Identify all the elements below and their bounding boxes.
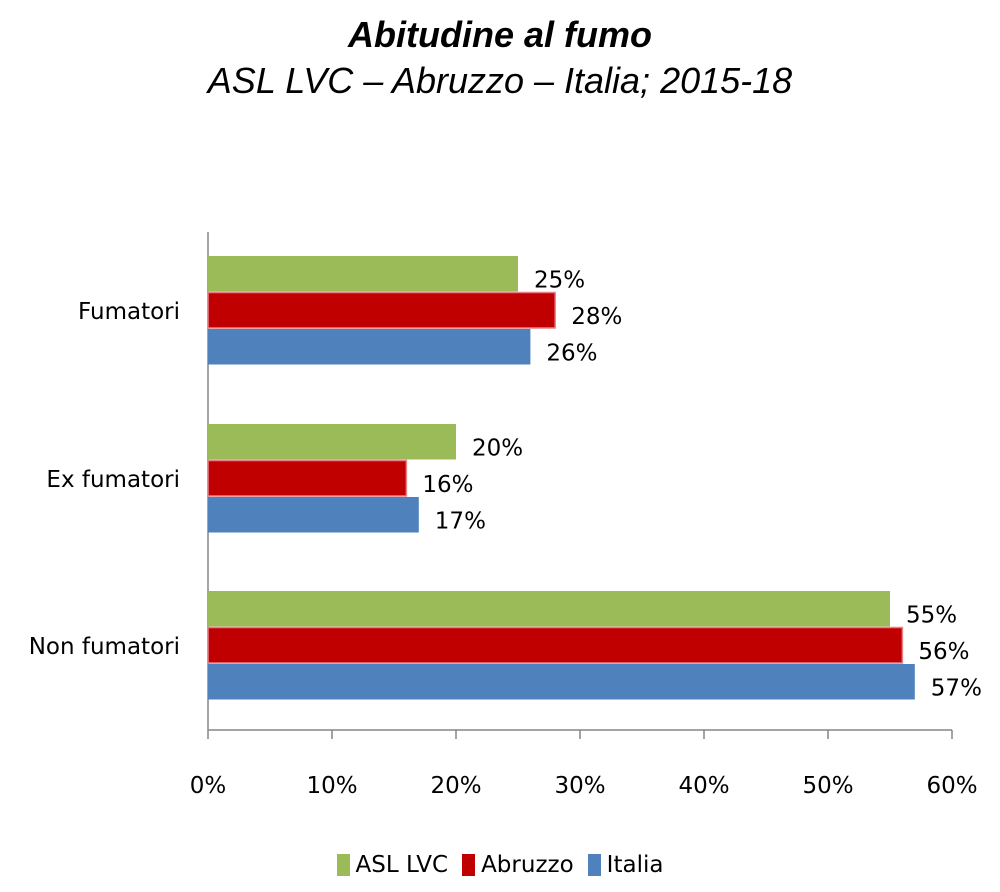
- bar-italia-non-fumatori: [208, 664, 915, 700]
- chart-title: Abitudine al fumo: [348, 14, 652, 55]
- category-label-ex-fumatori: Ex fumatori: [46, 467, 180, 493]
- x-tick-label: 10%: [306, 773, 357, 799]
- data-label-abruzzo-fumatori: 28%: [571, 304, 622, 330]
- bar-asl-lvc-non-fumatori: [208, 591, 890, 627]
- x-tick-label: 30%: [554, 773, 605, 799]
- data-label-asl-lvc-fumatori: 25%: [534, 267, 585, 293]
- legend-swatch-italia: [587, 854, 601, 876]
- x-tick-label: 60%: [926, 773, 977, 799]
- legend-swatch-abruzzo: [462, 854, 476, 876]
- bar-abruzzo-fumatori: [207, 291, 556, 329]
- legend-item-abruzzo: Abruzzo: [462, 852, 574, 878]
- bar-chart: 0% 10% 20% 30% 40% 50% 60% Fumatori 25% 28% 26% Ex …: [29, 232, 982, 799]
- x-tick-label: 0%: [190, 773, 227, 799]
- bar-asl-lvc-ex-fumatori: [208, 424, 456, 460]
- data-label-italia-non-fumatori: 57%: [931, 675, 982, 701]
- chart-subtitle: ASL LVC – Abruzzo – Italia; 2015-18: [207, 60, 793, 101]
- legend-item-asl-lvc: ASL LVC: [336, 852, 449, 878]
- bar-italia-ex-fumatori: [208, 497, 419, 533]
- legend-item-italia: Italia: [587, 852, 664, 878]
- bar-abruzzo-ex-fumatori: [207, 459, 408, 497]
- category-label-non-fumatori: Non fumatori: [29, 634, 180, 660]
- legend-label-asl-lvc: ASL LVC: [355, 852, 449, 878]
- data-label-abruzzo-ex-fumatori: 16%: [422, 472, 473, 498]
- bar-abruzzo-non-fumatori: [207, 626, 904, 664]
- x-tick-label: 50%: [802, 773, 853, 799]
- legend-label-italia: Italia: [606, 852, 664, 878]
- data-label-abruzzo-non-fumatori: 56%: [918, 639, 969, 665]
- x-tick-label: 20%: [430, 773, 481, 799]
- data-label-italia-fumatori: 26%: [546, 340, 597, 366]
- bar-italia-fumatori: [208, 329, 531, 365]
- bar-asl-lvc-fumatori: [208, 256, 518, 292]
- data-label-asl-lvc-ex-fumatori: 20%: [472, 435, 523, 461]
- legend-label-abruzzo: Abruzzo: [481, 852, 574, 878]
- category-label-fumatori: Fumatori: [78, 299, 180, 325]
- legend: ASL LVC Abruzzo Italia: [0, 852, 1000, 878]
- data-label-asl-lvc-non-fumatori: 55%: [906, 602, 957, 628]
- x-tick-label: 40%: [678, 773, 729, 799]
- data-label-italia-ex-fumatori: 17%: [435, 508, 486, 534]
- legend-swatch-asl-lvc: [336, 854, 350, 876]
